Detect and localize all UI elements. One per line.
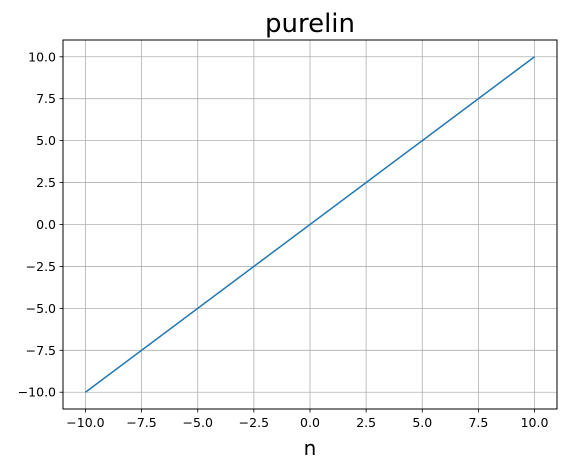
y-tick-label: −7.5 [26,343,56,358]
x-tick-label: −2.5 [239,415,269,430]
y-tick-label: 2.5 [36,175,56,190]
x-tick-label: 0.0 [300,415,320,430]
y-tick-label: −5.0 [26,301,56,316]
y-tick-label: −10.0 [18,385,56,400]
y-tick-label: 10.0 [28,49,56,64]
x-tick-label: −10.0 [66,415,104,430]
y-axis: −10.0 −7.5 −5.0 −2.5 0.0 2.5 5.0 7.5 10.0 [18,49,63,400]
x-axis: −10.0 −7.5 −5.0 −2.5 0.0 2.5 5.0 7.5 10.0 [66,409,549,430]
y-tick-label: 7.5 [36,91,56,106]
y-tick-label: −2.5 [26,259,56,274]
x-axis-label: n [304,436,317,460]
x-tick-label: 5.0 [412,415,432,430]
x-tick-label: 10.0 [521,415,549,430]
series-line [85,56,535,393]
y-tick-label: 5.0 [36,133,56,148]
x-tick-label: −5.0 [183,415,213,430]
x-tick-label: −7.5 [126,415,156,430]
y-tick-label: 0.0 [36,217,56,232]
series-layer [85,56,535,393]
x-tick-label: 7.5 [468,415,488,430]
chart-title: purelin [265,9,355,39]
x-tick-label: 2.5 [356,415,376,430]
